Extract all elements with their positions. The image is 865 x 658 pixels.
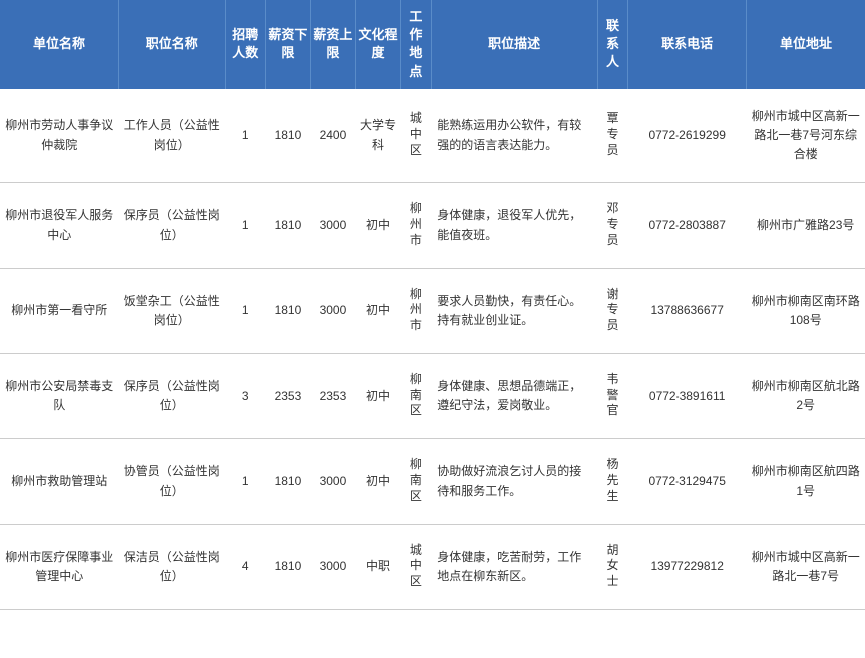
cell-contact: 覃专员	[597, 89, 628, 183]
cell-salary-max: 3000	[310, 524, 355, 609]
cell-contact: 胡女士	[597, 524, 628, 609]
cell-description: 协助做好流浪乞讨人员的接待和服务工作。	[431, 439, 597, 524]
cell-location: 城中区	[400, 89, 431, 183]
cell-description: 能熟练运用办公软件，有较强的的语言表达能力。	[431, 89, 597, 183]
cell-contact: 谢专员	[597, 268, 628, 353]
cell-education: 初中	[355, 183, 400, 268]
cell-position: 协管员（公益性岗位）	[118, 439, 225, 524]
cell-unit: 柳州市公安局禁毒支队	[0, 354, 118, 439]
cell-phone: 0772-3129475	[628, 439, 746, 524]
cell-salary-min: 1810	[265, 89, 310, 183]
cell-count: 4	[225, 524, 265, 609]
col-header-position: 职位名称	[118, 0, 225, 89]
cell-location: 柳州市	[400, 183, 431, 268]
cell-address: 柳州市柳南区航北路2号	[746, 354, 865, 439]
cell-location: 柳南区	[400, 439, 431, 524]
cell-location: 柳南区	[400, 354, 431, 439]
cell-address: 柳州市柳南区南环路108号	[746, 268, 865, 353]
cell-contact: 杨先生	[597, 439, 628, 524]
cell-location: 柳州市	[400, 268, 431, 353]
col-header-phone: 联系电话	[628, 0, 746, 89]
col-header-address: 单位地址	[746, 0, 865, 89]
cell-salary-max: 3000	[310, 439, 355, 524]
table-row: 柳州市救助管理站 协管员（公益性岗位） 1 1810 3000 初中 柳南区 协…	[0, 439, 865, 524]
cell-salary-max: 2353	[310, 354, 355, 439]
table-row: 柳州市劳动人事争议仲裁院 工作人员（公益性岗位） 1 1810 2400 大学专…	[0, 89, 865, 183]
cell-salary-max: 3000	[310, 183, 355, 268]
col-header-unit: 单位名称	[0, 0, 118, 89]
cell-salary-min: 1810	[265, 268, 310, 353]
cell-phone: 0772-3891611	[628, 354, 746, 439]
col-header-count: 招聘人数	[225, 0, 265, 89]
cell-education: 中职	[355, 524, 400, 609]
cell-description: 身体健康，退役军人优先，能值夜班。	[431, 183, 597, 268]
cell-contact: 韦警官	[597, 354, 628, 439]
cell-position: 保序员（公益性岗位）	[118, 183, 225, 268]
cell-count: 1	[225, 268, 265, 353]
cell-count: 1	[225, 183, 265, 268]
cell-salary-max: 2400	[310, 89, 355, 183]
col-header-salary-max: 薪资上限	[310, 0, 355, 89]
table-row: 柳州市第一看守所 饭堂杂工（公益性岗位） 1 1810 3000 初中 柳州市 …	[0, 268, 865, 353]
col-header-contact: 联系人	[597, 0, 628, 89]
job-listing-table: 单位名称 职位名称 招聘人数 薪资下限 薪资上限 文化程度 工作地点 职位描述 …	[0, 0, 865, 610]
cell-description: 要求人员勤快，有责任心。持有就业创业证。	[431, 268, 597, 353]
cell-education: 大学专科	[355, 89, 400, 183]
cell-education: 初中	[355, 268, 400, 353]
cell-description: 身体健康，吃苦耐劳，工作地点在柳东新区。	[431, 524, 597, 609]
cell-salary-min: 1810	[265, 183, 310, 268]
col-header-description: 职位描述	[431, 0, 597, 89]
cell-salary-min: 1810	[265, 439, 310, 524]
cell-unit: 柳州市退役军人服务中心	[0, 183, 118, 268]
col-header-education: 文化程度	[355, 0, 400, 89]
cell-location: 城中区	[400, 524, 431, 609]
cell-phone: 0772-2619299	[628, 89, 746, 183]
cell-position: 工作人员（公益性岗位）	[118, 89, 225, 183]
cell-count: 3	[225, 354, 265, 439]
cell-contact: 邓专员	[597, 183, 628, 268]
cell-salary-min: 1810	[265, 524, 310, 609]
cell-unit: 柳州市劳动人事争议仲裁院	[0, 89, 118, 183]
table-body: 柳州市劳动人事争议仲裁院 工作人员（公益性岗位） 1 1810 2400 大学专…	[0, 89, 865, 610]
cell-unit: 柳州市医疗保障事业管理中心	[0, 524, 118, 609]
cell-address: 柳州市柳南区航四路1号	[746, 439, 865, 524]
cell-phone: 13788636677	[628, 268, 746, 353]
cell-position: 保序员（公益性岗位）	[118, 354, 225, 439]
cell-address: 柳州市城中区高新一路北一巷7号河东综合楼	[746, 89, 865, 183]
cell-phone: 0772-2803887	[628, 183, 746, 268]
header-row: 单位名称 职位名称 招聘人数 薪资下限 薪资上限 文化程度 工作地点 职位描述 …	[0, 0, 865, 89]
col-header-salary-min: 薪资下限	[265, 0, 310, 89]
cell-count: 1	[225, 439, 265, 524]
table-header: 单位名称 职位名称 招聘人数 薪资下限 薪资上限 文化程度 工作地点 职位描述 …	[0, 0, 865, 89]
cell-education: 初中	[355, 354, 400, 439]
cell-education: 初中	[355, 439, 400, 524]
cell-salary-min: 2353	[265, 354, 310, 439]
table-row: 柳州市公安局禁毒支队 保序员（公益性岗位） 3 2353 2353 初中 柳南区…	[0, 354, 865, 439]
cell-description: 身体健康、思想品德端正，遵纪守法，爱岗敬业。	[431, 354, 597, 439]
cell-position: 保洁员（公益性岗位）	[118, 524, 225, 609]
table-row: 柳州市医疗保障事业管理中心 保洁员（公益性岗位） 4 1810 3000 中职 …	[0, 524, 865, 609]
cell-address: 柳州市广雅路23号	[746, 183, 865, 268]
cell-address: 柳州市城中区高新一路北一巷7号	[746, 524, 865, 609]
cell-position: 饭堂杂工（公益性岗位）	[118, 268, 225, 353]
cell-unit: 柳州市第一看守所	[0, 268, 118, 353]
cell-phone: 13977229812	[628, 524, 746, 609]
cell-salary-max: 3000	[310, 268, 355, 353]
cell-count: 1	[225, 89, 265, 183]
table-row: 柳州市退役军人服务中心 保序员（公益性岗位） 1 1810 3000 初中 柳州…	[0, 183, 865, 268]
col-header-location: 工作地点	[400, 0, 431, 89]
cell-unit: 柳州市救助管理站	[0, 439, 118, 524]
